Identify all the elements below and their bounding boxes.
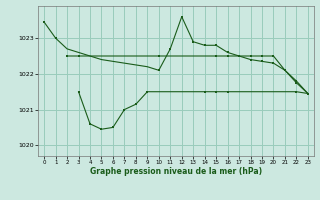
X-axis label: Graphe pression niveau de la mer (hPa): Graphe pression niveau de la mer (hPa) bbox=[90, 167, 262, 176]
